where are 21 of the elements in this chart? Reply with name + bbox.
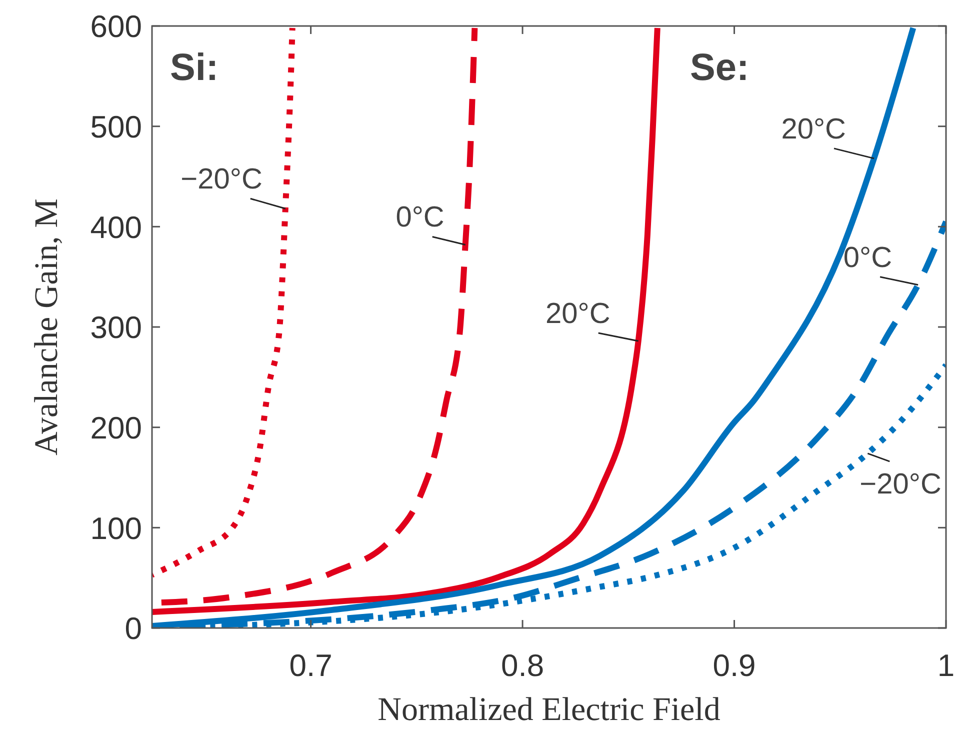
y-tick-label: 600 — [90, 9, 142, 44]
annotation: 20°C — [781, 113, 846, 146]
annotation: −20°C — [180, 164, 262, 196]
y-tick-label: 100 — [90, 510, 142, 546]
annotation: −20°C — [860, 468, 942, 500]
y-tick-label: 500 — [90, 109, 142, 144]
x-axis-title: Normalized Electric Field — [378, 692, 721, 728]
y-axis-title: Avalanche Gain, M — [29, 198, 65, 456]
x-tick-label: 0.8 — [500, 648, 544, 683]
y-tick-label: 200 — [90, 410, 142, 446]
y-tick-label: 0 — [124, 611, 142, 646]
annotation: 0°C — [843, 242, 892, 274]
x-tick-label: 1 — [937, 648, 955, 683]
annotation: 0°C — [396, 202, 444, 234]
x-tick-label: 0.7 — [289, 648, 332, 683]
x-tick-label: 0.9 — [712, 648, 756, 683]
annotation: Se: — [690, 47, 750, 89]
y-tick-label: 300 — [90, 310, 142, 346]
annotation: 20°C — [546, 298, 610, 330]
annotation: Si: — [170, 47, 219, 89]
y-tick-label: 400 — [90, 210, 142, 245]
